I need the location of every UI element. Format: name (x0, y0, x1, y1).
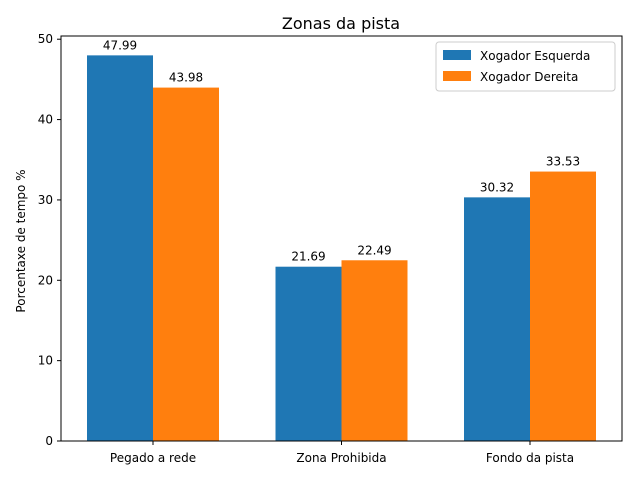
bar (153, 87, 219, 441)
x-tick-label: Pegado a rede (110, 451, 196, 465)
bar (275, 266, 342, 441)
data-label: 33.53 (546, 155, 580, 169)
bar (341, 260, 408, 441)
data-label: 43.98 (169, 71, 203, 85)
plot-area: 47.99 21.69 30.32 43.98 22.49 33.53 0 10 20 30 40 5… (38, 32, 623, 465)
x-tick-label: Fondo da pista (486, 451, 574, 465)
legend-box (435, 41, 616, 92)
y-tick-label: 0 (45, 434, 53, 448)
y-tick-label: 50 (38, 32, 53, 46)
legend-swatch (443, 50, 471, 60)
y-tick-label: 40 (38, 113, 53, 127)
y-tick-label: 30 (38, 193, 53, 207)
chart-title: Zonas da pista (282, 14, 400, 33)
data-label: 21.69 (291, 250, 325, 264)
y-tick-label: 20 (38, 273, 53, 287)
y-axis-label: Porcentaxe de tempo % (14, 169, 28, 312)
x-tick-label: Zona Prohibida (296, 451, 386, 465)
bar (87, 55, 153, 442)
data-label: 22.49 (357, 243, 391, 257)
legend: Xogador Esquerda Xogador Dereita (435, 41, 616, 92)
data-label: 30.32 (480, 180, 514, 194)
bar (464, 197, 530, 441)
data-label: 47.99 (103, 38, 137, 52)
legend-swatch (443, 71, 471, 81)
y-tick-label: 10 (38, 354, 53, 368)
legend-entry: Xogador Esquerda (480, 49, 590, 63)
legend-entry: Xogador Dereita (480, 70, 578, 84)
bar (530, 171, 596, 441)
